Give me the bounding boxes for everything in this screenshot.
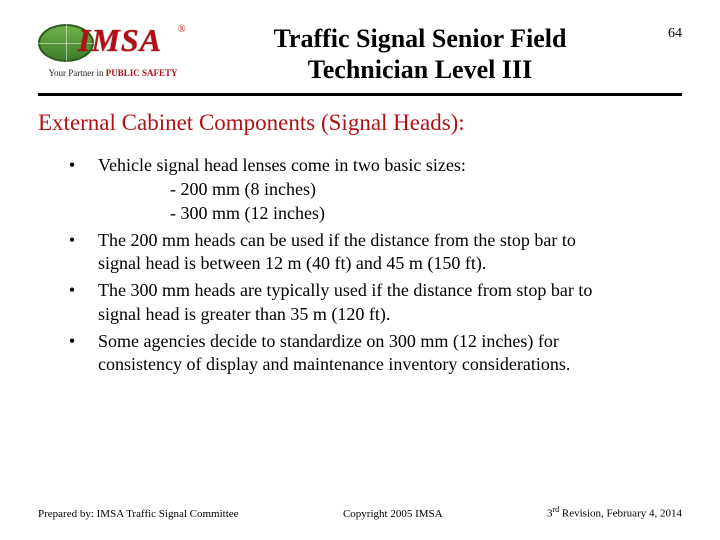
bullet-text: The 300 mm heads are typically used if t… [98,279,608,327]
revision-date: Revision, February 4, 2014 [559,508,682,520]
logo-block: IMSA ® Your Partner in PUBLIC SAFETY [38,22,188,78]
title-line-1: Traffic Signal Senior Field [274,24,567,53]
header: IMSA ® Your Partner in PUBLIC SAFETY Tra… [38,22,682,85]
logo-tagline: Your Partner in PUBLIC SAFETY [48,68,177,78]
header-rule [38,93,682,96]
page-title: Traffic Signal Senior Field Technician L… [202,24,638,85]
bullet-icon: • [46,330,98,354]
bullet-main: Vehicle signal head lenses come in two b… [98,155,466,175]
sub-item: - 300 mm (12 inches) [98,202,608,226]
section-heading: External Cabinet Components (Signal Head… [38,110,682,136]
bullet-text: Some agencies decide to standardize on 3… [98,330,608,378]
page-number: 64 [652,22,682,42]
footer-copyright: Copyright 2005 IMSA [343,508,443,520]
bullet-text: Vehicle signal head lenses come in two b… [98,154,608,225]
bullet-text: The 200 mm heads can be used if the dist… [98,229,608,277]
bullet-icon: • [46,279,98,303]
footer-revision: 3rd Revision, February 4, 2014 [547,505,682,520]
sub-item: - 200 mm (8 inches) [98,178,608,202]
list-item: • The 300 mm heads are typically used if… [46,279,682,327]
list-item: • Some agencies decide to standardize on… [46,330,682,378]
slide: IMSA ® Your Partner in PUBLIC SAFETY Tra… [0,0,720,540]
title-line-2: Technician Level III [308,55,532,84]
tagline-prefix: Your Partner in [48,68,105,78]
registered-icon: ® [178,24,186,35]
bullet-icon: • [46,154,98,178]
bullet-icon: • [46,229,98,253]
bullet-list: • Vehicle signal head lenses come in two… [46,154,682,377]
footer: Prepared by: IMSA Traffic Signal Committ… [38,505,682,522]
footer-prepared-by: Prepared by: IMSA Traffic Signal Committ… [38,508,239,520]
title-block: Traffic Signal Senior Field Technician L… [202,22,638,85]
content-area: • Vehicle signal head lenses come in two… [38,154,682,505]
tagline-highlight: PUBLIC SAFETY [106,68,178,78]
list-item: • Vehicle signal head lenses come in two… [46,154,682,225]
logo-text: IMSA [78,22,162,59]
imsa-logo: IMSA ® [38,22,188,66]
list-item: • The 200 mm heads can be used if the di… [46,229,682,277]
